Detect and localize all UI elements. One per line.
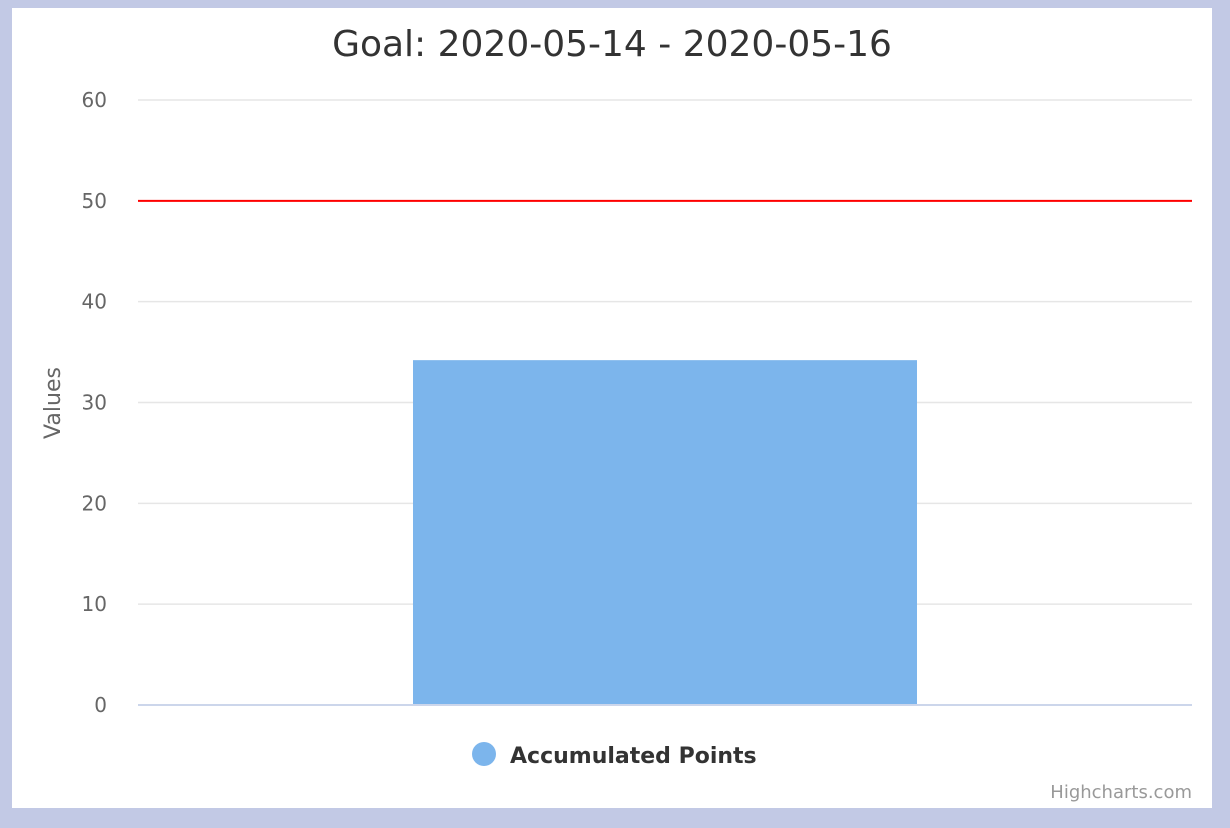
y-tick-label: 40 xyxy=(82,290,107,314)
legend-label[interactable]: Accumulated Points xyxy=(510,744,757,769)
legend[interactable]: Accumulated Points xyxy=(472,742,757,769)
credits-link[interactable]: Highcharts.com xyxy=(1050,782,1192,803)
chart-title: Goal: 2020-05-14 - 2020-05-16 xyxy=(332,24,892,65)
bar-accumulated-points[interactable] xyxy=(413,360,917,705)
y-tick-label: 10 xyxy=(82,592,107,616)
y-tick-label: 30 xyxy=(82,391,107,415)
y-tick-label: 0 xyxy=(94,693,107,717)
y-tick-label: 60 xyxy=(82,88,107,112)
y-tick-label: 20 xyxy=(82,491,107,515)
bars xyxy=(413,360,917,705)
y-tick-label: 50 xyxy=(82,189,107,213)
y-axis-title: Values xyxy=(41,367,66,439)
y-axis-ticks: 0 10 20 30 40 50 60 xyxy=(82,88,107,717)
legend-marker-icon[interactable] xyxy=(472,742,496,766)
